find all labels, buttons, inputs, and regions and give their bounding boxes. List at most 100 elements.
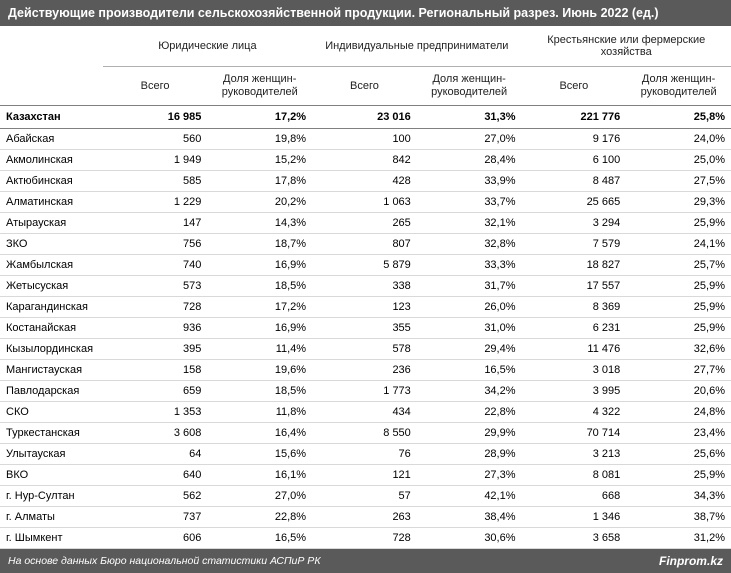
table-row: Атырауская14714,3%26532,1%3 29425,9% [0, 213, 731, 234]
cell-value: 1 773 [312, 381, 417, 402]
cell-value: 668 [522, 486, 627, 507]
cell-value: 33,7% [417, 192, 522, 213]
cell-value: 22,8% [207, 507, 312, 528]
cell-value: 221 776 [522, 106, 627, 129]
cell-region: г. Шымкент [0, 528, 103, 549]
cell-value: 25,9% [626, 318, 731, 339]
table-row: ВКО64016,1%12127,3%8 08125,9% [0, 465, 731, 486]
cell-value: 32,8% [417, 234, 522, 255]
table-row: Акмолинская1 94915,2%84228,4%6 10025,0% [0, 150, 731, 171]
cell-value: 11 476 [522, 339, 627, 360]
cell-value: 728 [103, 297, 208, 318]
table-row: Павлодарская65918,5%1 77334,2%3 99520,6% [0, 381, 731, 402]
table-row: Жетысуская57318,5%33831,7%17 55725,9% [0, 276, 731, 297]
cell-value: 640 [103, 465, 208, 486]
cell-value: 606 [103, 528, 208, 549]
cell-value: 3 213 [522, 444, 627, 465]
cell-value: 25,9% [626, 297, 731, 318]
cell-value: 4 322 [522, 402, 627, 423]
cell-value: 27,5% [626, 171, 731, 192]
cell-value: 19,8% [207, 129, 312, 150]
cell-value: 585 [103, 171, 208, 192]
cell-value: 31,2% [626, 528, 731, 549]
header-group-farm: Крестьянские или фермерские хозяйства [522, 26, 731, 67]
cell-value: 100 [312, 129, 417, 150]
cell-value: 16,9% [207, 255, 312, 276]
footer-bar: На основе данных Бюро национальной стати… [0, 549, 731, 573]
table-row: Актюбинская58517,8%42833,9%8 48727,5% [0, 171, 731, 192]
header-group-legal: Юридические лица [103, 26, 312, 67]
cell-value: 34,3% [626, 486, 731, 507]
cell-value: 64 [103, 444, 208, 465]
header-empty [0, 26, 103, 67]
cell-value: 16 985 [103, 106, 208, 129]
cell-value: 737 [103, 507, 208, 528]
cell-value: 1 949 [103, 150, 208, 171]
cell-value: 740 [103, 255, 208, 276]
cell-value: 20,2% [207, 192, 312, 213]
header-group-individual: Индивидуальные предприниматели [312, 26, 521, 67]
cell-value: 3 658 [522, 528, 627, 549]
cell-value: 29,4% [417, 339, 522, 360]
cell-value: 34,2% [417, 381, 522, 402]
cell-value: 8 369 [522, 297, 627, 318]
cell-value: 3 294 [522, 213, 627, 234]
cell-region: Алматинская [0, 192, 103, 213]
cell-value: 6 100 [522, 150, 627, 171]
cell-value: 18,5% [207, 276, 312, 297]
cell-value: 38,4% [417, 507, 522, 528]
table-row: г. Алматы73722,8%26338,4%1 34638,7% [0, 507, 731, 528]
cell-region: СКО [0, 402, 103, 423]
cell-value: 57 [312, 486, 417, 507]
cell-value: 434 [312, 402, 417, 423]
cell-value: 25,9% [626, 213, 731, 234]
footer-brand: Finprom.kz [659, 554, 723, 568]
table-row: Улытауская6415,6%7628,9%3 21325,6% [0, 444, 731, 465]
header-sub: Всего [103, 67, 208, 106]
cell-value: 30,6% [417, 528, 522, 549]
cell-value: 25,8% [626, 106, 731, 129]
cell-value: 263 [312, 507, 417, 528]
cell-value: 31,3% [417, 106, 522, 129]
cell-value: 3 018 [522, 360, 627, 381]
cell-value: 33,3% [417, 255, 522, 276]
table-row: г. Шымкент60616,5%72830,6%3 65831,2% [0, 528, 731, 549]
cell-value: 18,5% [207, 381, 312, 402]
cell-value: 25,9% [626, 276, 731, 297]
cell-value: 25,9% [626, 465, 731, 486]
header-sub: Доля женщин-руководителей [626, 67, 731, 106]
cell-value: 147 [103, 213, 208, 234]
cell-region: Кызылординская [0, 339, 103, 360]
cell-region: Актюбинская [0, 171, 103, 192]
cell-value: 3 995 [522, 381, 627, 402]
cell-value: 16,1% [207, 465, 312, 486]
cell-value: 16,5% [417, 360, 522, 381]
header-sub: Доля женщин-руководителей [207, 67, 312, 106]
cell-region: г. Нур-Султан [0, 486, 103, 507]
cell-value: 659 [103, 381, 208, 402]
table-row: ЗКО75618,7%80732,8%7 57924,1% [0, 234, 731, 255]
header-region [0, 67, 103, 106]
cell-value: 31,0% [417, 318, 522, 339]
cell-value: 25,6% [626, 444, 731, 465]
table-row: Костанайская93616,9%35531,0%6 23125,9% [0, 318, 731, 339]
footer-source: На основе данных Бюро национальной стати… [8, 555, 321, 567]
cell-value: 756 [103, 234, 208, 255]
cell-value: 5 879 [312, 255, 417, 276]
cell-value: 17,2% [207, 297, 312, 318]
table-body: Казахстан16 98517,2%23 01631,3%221 77625… [0, 106, 731, 549]
header-sub: Всего [522, 67, 627, 106]
header-sub: Всего [312, 67, 417, 106]
cell-value: 31,7% [417, 276, 522, 297]
cell-value: 562 [103, 486, 208, 507]
cell-value: 842 [312, 150, 417, 171]
cell-value: 27,7% [626, 360, 731, 381]
table-row: СКО1 35311,8%43422,8%4 32224,8% [0, 402, 731, 423]
cell-value: 32,6% [626, 339, 731, 360]
cell-value: 573 [103, 276, 208, 297]
cell-value: 15,6% [207, 444, 312, 465]
table-row: Алматинская1 22920,2%1 06333,7%25 66529,… [0, 192, 731, 213]
cell-value: 11,4% [207, 339, 312, 360]
cell-value: 18 827 [522, 255, 627, 276]
cell-region: ЗКО [0, 234, 103, 255]
